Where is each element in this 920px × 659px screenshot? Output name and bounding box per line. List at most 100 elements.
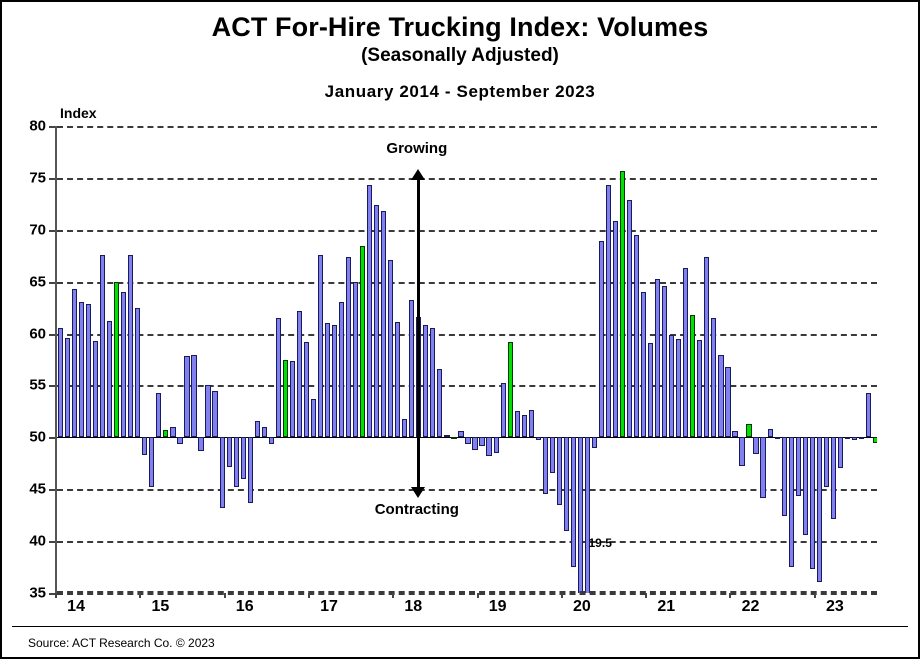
y-tick-label: 70	[29, 221, 46, 239]
bar-Jun-21	[683, 268, 689, 438]
plot-area	[55, 126, 877, 595]
bar-May-17	[338, 302, 345, 438]
gridline-80	[57, 126, 877, 128]
bar-Jan-16	[226, 437, 232, 468]
bar-Apr-19	[500, 383, 506, 438]
x-axis-line	[57, 591, 877, 593]
bar-Mar-15	[156, 392, 162, 438]
x-tick-label: 19	[488, 598, 507, 615]
bar-Feb-16	[233, 437, 239, 488]
bar-Aug-23	[865, 392, 872, 438]
y-tick-label: 50	[29, 428, 46, 446]
bar-Dec-18	[472, 437, 478, 450]
x-tick-mark	[645, 593, 648, 598]
x-tick-label: 20	[573, 598, 591, 615]
arrow-up-icon	[410, 168, 425, 180]
direction-arrow	[416, 177, 420, 490]
bar-Jan-21	[648, 342, 654, 438]
bar-Jan-23	[816, 437, 822, 582]
bar-Apr-17	[331, 325, 338, 438]
bar-Jul-15	[184, 356, 190, 438]
bar-Oct-17	[374, 204, 380, 438]
bar-Apr-20	[584, 437, 591, 593]
y-tick-mark	[49, 489, 55, 492]
gridline-75	[57, 177, 877, 180]
y-tick-label: 65	[29, 273, 46, 291]
y-tick-mark	[49, 541, 55, 544]
bar-Nov-16	[296, 310, 302, 438]
bar-May-15	[170, 426, 176, 438]
bar-Jul-20	[605, 185, 612, 438]
bar-Feb-18	[402, 418, 408, 438]
y-axis-title: Index	[60, 105, 97, 121]
bar-Feb-14	[64, 337, 71, 438]
bar-Jul-14	[100, 254, 106, 438]
bar-Feb-19	[486, 437, 492, 456]
bar-May-14	[86, 304, 92, 438]
bar-Jul-19	[521, 414, 527, 438]
bar-Sep-18	[451, 437, 457, 440]
bar-series	[57, 126, 877, 593]
chart-date-range: January 2014 - September 2023	[324, 81, 596, 101]
bar-Mar-22	[746, 423, 752, 438]
bar-Nov-20	[634, 234, 640, 438]
x-tick-label: 16	[235, 598, 254, 615]
bar-Oct-21	[711, 317, 717, 438]
bar-Mar-14	[71, 288, 78, 438]
bar-Dec-15	[219, 437, 225, 508]
bar-Mar-21	[662, 285, 668, 438]
bar-Jun-23	[851, 437, 857, 441]
bar-Nov-21	[718, 355, 724, 438]
bar-Aug-17	[360, 246, 366, 438]
y-tick-mark	[49, 437, 55, 440]
bar-Jun-20	[598, 241, 605, 438]
bar-Sep-21	[704, 256, 710, 438]
bar-Jun-18	[430, 328, 436, 438]
bar-Nov-22	[802, 437, 808, 535]
bar-Sep-17	[367, 185, 373, 438]
bar-Jan-17	[310, 398, 317, 438]
bar-Nov-14	[128, 254, 134, 438]
bar-May-21	[676, 338, 682, 438]
bar-Nov-18	[465, 437, 471, 444]
bar-Apr-21	[669, 334, 675, 438]
x-tick-mark	[55, 593, 57, 598]
y-tick-mark	[49, 126, 55, 128]
bar-Feb-22	[739, 437, 745, 467]
x-tick-mark	[813, 593, 816, 598]
bar-Mar-23	[830, 437, 836, 520]
bar-Nov-15	[212, 390, 218, 438]
bar-Jan-18	[395, 322, 401, 438]
bar-Oct-14	[121, 292, 127, 438]
y-tick-mark	[49, 229, 55, 232]
bar-Sep-15	[198, 437, 204, 451]
y-tick-mark	[49, 177, 55, 180]
x-tick-mark	[307, 593, 310, 598]
y-tick-mark	[49, 281, 55, 284]
gridline-40	[57, 541, 877, 544]
x-tick-mark	[139, 593, 142, 598]
gridline-35	[57, 593, 877, 595]
bar-Mar-18	[409, 300, 415, 438]
bar-May-19	[507, 341, 513, 438]
bar-Aug-20	[612, 221, 619, 438]
y-tick-label: 55	[29, 376, 46, 394]
arrow-down-icon	[410, 487, 425, 499]
bar-May-16	[254, 420, 260, 438]
bar-Aug-19	[528, 410, 534, 438]
bar-Oct-18	[458, 431, 464, 438]
bar-Jan-19	[479, 437, 485, 446]
gridline-55	[57, 385, 877, 388]
bar-Oct-15	[205, 385, 211, 438]
bar-Aug-22	[781, 437, 787, 517]
gridline-45	[57, 489, 877, 492]
bar-Dec-16	[303, 341, 309, 438]
bar-Sep-20	[619, 170, 626, 438]
bar-Sep-19	[535, 437, 541, 441]
bar-Jan-22	[732, 431, 738, 438]
bar-Dec-14	[135, 307, 141, 438]
bar-Apr-14	[78, 302, 85, 438]
annotation-growing: Growing	[386, 139, 448, 157]
bar-Mar-19	[493, 437, 499, 453]
